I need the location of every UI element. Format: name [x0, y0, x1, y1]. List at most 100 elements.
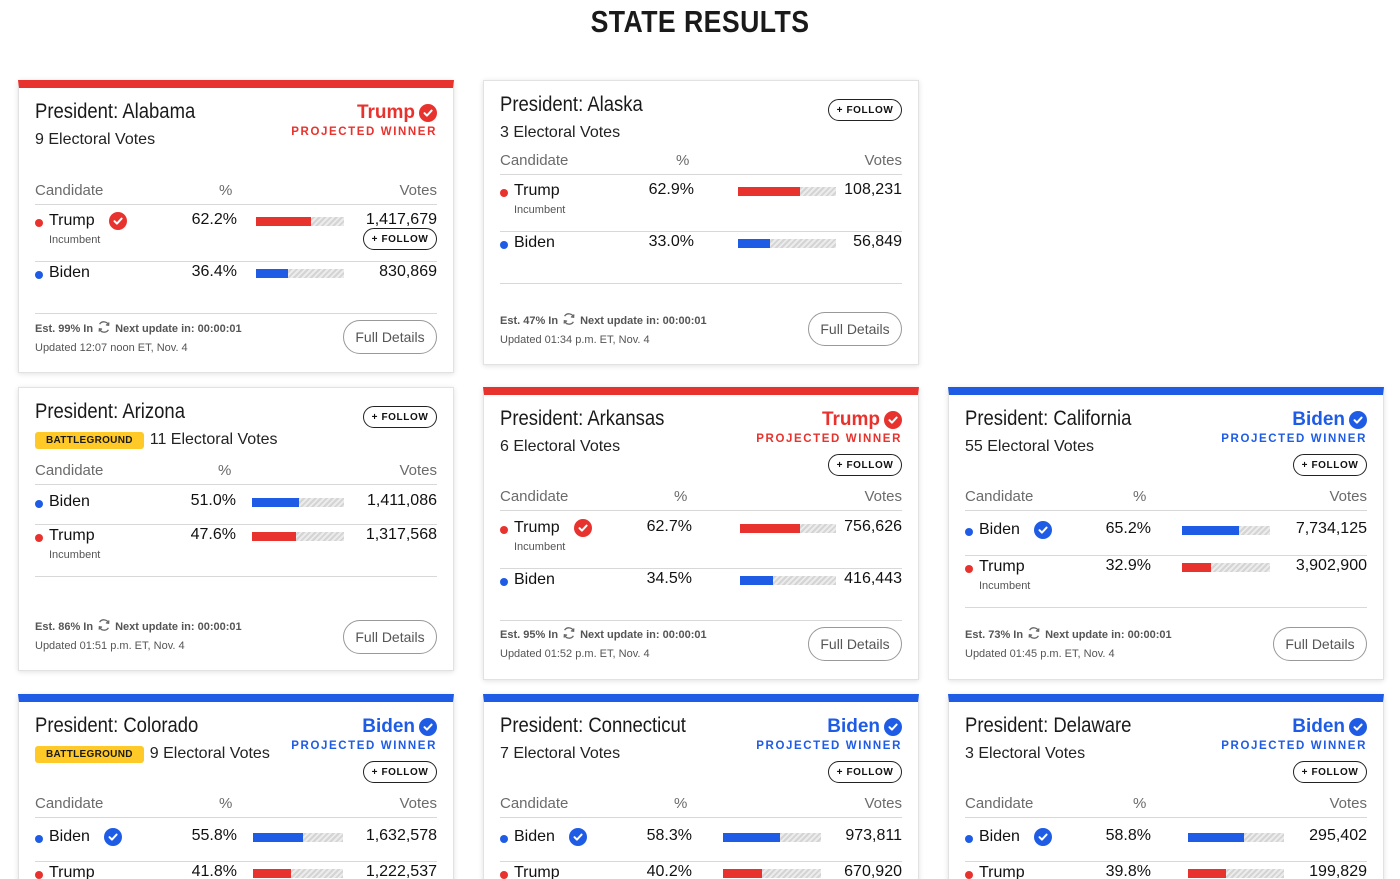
header-votes: Votes	[399, 462, 437, 479]
party-dot	[965, 871, 973, 879]
party-dot	[500, 189, 508, 197]
party-dot	[500, 526, 508, 534]
candidate-name-label: Trump	[979, 864, 1025, 879]
table-row: TrumpIncumbent39.8%199,829	[965, 862, 1367, 879]
vote-percent: 34.5%	[646, 570, 692, 587]
projected-winner-label: PROJECTED WINNER	[291, 740, 437, 752]
next-update: Next update in: 00:00:01	[580, 628, 707, 641]
winner-name: Trump	[756, 409, 902, 431]
projected-winner: Trump PROJECTED WINNER	[756, 409, 902, 445]
reporting-status: Est. 99% In Next update in: 00:00:01	[35, 320, 242, 337]
table-row: Trump Incumbent 62.7% 756,626	[500, 517, 902, 569]
vote-count: 1,317,568	[365, 526, 437, 543]
table-row: TrumpIncumbent41.8%1,222,537	[35, 862, 437, 879]
header-percent: %	[1133, 488, 1147, 505]
updated-time: Updated 01:52 p.m. ET, Nov. 4	[500, 648, 650, 660]
header-percent: %	[674, 488, 688, 505]
vote-percent: 47.6%	[190, 526, 236, 543]
card-title: President: Alabama	[35, 100, 196, 123]
winner-name-label: Trump	[821, 409, 880, 430]
follow-button[interactable]: + FOLLOW	[1293, 454, 1367, 476]
follow-button[interactable]: + FOLLOW	[828, 761, 902, 783]
candidate-name-label: Biden	[49, 264, 90, 281]
card-title: President: Colorado	[35, 714, 199, 737]
table-header: Candidate% Votes	[500, 152, 902, 175]
electoral-votes-label: 9 Electoral Votes	[149, 745, 270, 762]
vote-percent: 58.8%	[1105, 827, 1151, 844]
winner-name-label: Biden	[1292, 716, 1345, 737]
follow-button[interactable]: + FOLLOW	[363, 406, 437, 428]
candidate-name: Biden	[514, 234, 555, 252]
header-votes: Votes	[399, 795, 437, 812]
check-icon	[103, 828, 122, 846]
vote-share-bar	[252, 498, 344, 507]
follow-button[interactable]: + FOLLOW	[1293, 761, 1367, 783]
table-row: Biden 36.4% 830,869	[35, 262, 437, 314]
full-details-button[interactable]: Full Details	[808, 312, 902, 346]
candidate-name: Biden	[49, 828, 122, 846]
electoral-votes: 6 Electoral Votes	[500, 438, 620, 456]
vote-count: 1,222,537	[365, 863, 437, 879]
winner-name: Biden	[1221, 716, 1367, 738]
state-result-card: President: Arkansas 6 Electoral Votes Trum…	[483, 387, 919, 680]
vote-percent: 36.4%	[191, 263, 237, 280]
updated-time: Updated 01:51 p.m. ET, Nov. 4	[35, 640, 185, 652]
vote-percent: 62.2%	[191, 211, 237, 228]
candidate-name-label: Trump	[49, 864, 95, 879]
table-row: Biden 58.8% 295,402	[965, 826, 1367, 862]
header-percent: %	[218, 462, 232, 479]
candidate-name: Biden	[514, 571, 555, 589]
table-row: Trump Incumbent 62.2% 1,417,679	[35, 210, 437, 262]
projected-winner: Trump PROJECTED WINNER	[291, 102, 437, 138]
vote-count: 830,869	[379, 263, 437, 280]
party-dot	[500, 835, 508, 843]
check-icon	[419, 718, 437, 736]
check-icon	[1349, 718, 1367, 736]
vote-count: 56,849	[853, 233, 902, 250]
electoral-votes: 55 Electoral Votes	[965, 438, 1094, 456]
vote-share-bar	[738, 239, 836, 248]
electoral-votes: 3 Electoral Votes	[500, 124, 620, 142]
follow-button[interactable]: + FOLLOW	[363, 228, 437, 250]
estimate-in: Est. 73% In	[965, 628, 1024, 641]
battleground-badge: BATTLEGROUND	[35, 431, 144, 449]
vote-share-fill	[1182, 563, 1211, 572]
vote-share-bar	[1188, 833, 1284, 842]
vote-share-fill	[1188, 833, 1245, 842]
incumbent-label: Incumbent	[514, 541, 566, 553]
projected-winner-label: PROJECTED WINNER	[1221, 433, 1367, 445]
full-details-button[interactable]: Full Details	[1273, 627, 1367, 661]
header-candidate: Candidate	[35, 795, 104, 812]
winner-name-label: Biden	[362, 716, 415, 737]
table-row: Biden 33.0% 56,849	[500, 232, 902, 284]
table-header: Candidate% Votes	[35, 462, 437, 485]
card-title: President: Arizona	[35, 400, 185, 423]
estimate-in: Est. 99% In	[35, 322, 94, 335]
table-header: Candidate% Votes	[500, 795, 902, 818]
header-percent: %	[676, 152, 690, 169]
follow-button[interactable]: + FOLLOW	[363, 761, 437, 783]
full-details-button[interactable]: Full Details	[343, 320, 437, 354]
estimate-in: Est. 95% In	[500, 628, 559, 641]
candidate-name: Trump	[49, 527, 95, 545]
candidate-name-label: Trump	[514, 182, 560, 199]
follow-button[interactable]: + FOLLOW	[828, 99, 902, 121]
vote-percent: 65.2%	[1105, 520, 1151, 537]
vote-share-bar	[1188, 869, 1284, 878]
party-dot	[35, 534, 43, 542]
vote-share-bar	[252, 532, 344, 541]
winner-name: Biden	[291, 716, 437, 738]
follow-button[interactable]: + FOLLOW	[828, 454, 902, 476]
refresh-icon	[1027, 626, 1041, 643]
candidate-name: Trump	[49, 864, 95, 879]
projected-winner: Biden PROJECTED WINNER	[1221, 409, 1367, 445]
check-icon	[884, 411, 902, 429]
state-result-card: President: Connecticut 7 Electoral Votes B…	[483, 694, 919, 879]
vote-share-fill	[1188, 869, 1227, 878]
state-result-card: President: Delaware 3 Electoral Votes Bide…	[948, 694, 1384, 879]
electoral-votes-label: 3 Electoral Votes	[965, 745, 1086, 762]
reporting-status: Est. 86% In Next update in: 00:00:01	[35, 618, 242, 635]
full-details-button[interactable]: Full Details	[808, 627, 902, 661]
candidate-name: Trump	[979, 558, 1025, 576]
full-details-button[interactable]: Full Details	[343, 620, 437, 654]
